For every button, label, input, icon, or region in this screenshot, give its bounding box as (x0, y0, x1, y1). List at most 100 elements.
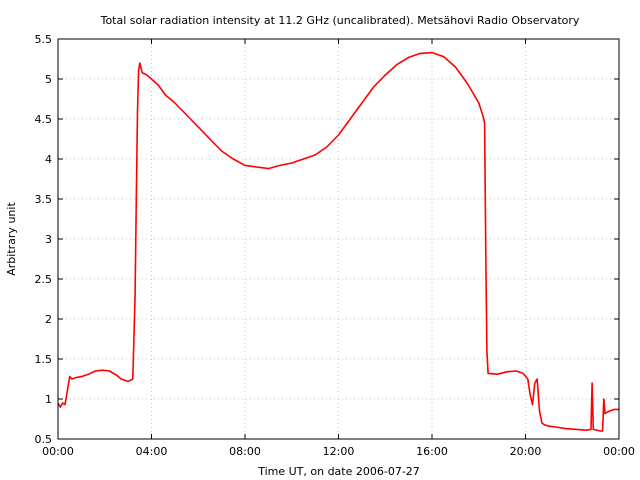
data-point (302, 158, 304, 160)
y-tick-label: 4 (45, 153, 52, 166)
data-point (101, 369, 103, 371)
data-point (482, 116, 484, 118)
data-point (602, 430, 604, 432)
data-point (599, 430, 601, 432)
y-tick-label: 4.5 (35, 113, 53, 126)
data-point (150, 78, 153, 80)
y-tick-label: 5.5 (35, 33, 53, 46)
data-point (244, 164, 246, 166)
y-tick-label: 0.5 (35, 433, 53, 446)
data-point (529, 394, 531, 396)
data-point (69, 376, 71, 378)
data-point (314, 154, 316, 156)
data-point (536, 378, 538, 380)
data-point (466, 82, 468, 84)
data-point (138, 70, 140, 72)
data-point (80, 376, 82, 378)
data-point (534, 382, 536, 384)
data-point (71, 378, 73, 380)
data-point (108, 370, 110, 372)
data-point (361, 102, 363, 104)
data-point (174, 102, 176, 104)
data-point (135, 198, 137, 200)
x-tick-label: 00:00 (603, 445, 635, 458)
data-point (59, 406, 61, 408)
data-point (396, 64, 398, 66)
data-point (541, 422, 543, 424)
x-tick-label: 08:00 (229, 445, 261, 458)
data-point (373, 86, 375, 88)
data-point (115, 374, 117, 376)
data-point (609, 410, 611, 412)
data-point (538, 410, 541, 412)
data-point (120, 378, 122, 380)
y-tick-label: 3 (45, 233, 52, 246)
data-point (515, 370, 517, 372)
x-tick-label: 12:00 (323, 445, 355, 458)
data-point (132, 378, 134, 380)
data-point (267, 168, 269, 170)
data-point (604, 412, 606, 414)
x-axis-label: Time UT, on date 2006-07-27 (257, 465, 420, 478)
data-point (157, 84, 160, 86)
data-point (603, 398, 605, 400)
data-point (146, 74, 148, 76)
data-point (349, 118, 351, 120)
data-point (256, 166, 258, 168)
data-point (197, 126, 199, 128)
data-point (585, 429, 587, 431)
data-point (232, 158, 234, 160)
data-point (431, 52, 433, 54)
data-point (590, 428, 592, 430)
data-point (136, 110, 139, 112)
data-point (522, 372, 524, 374)
data-point (543, 424, 545, 426)
y-tick-label: 1.5 (35, 353, 53, 366)
y-tick-label: 5 (45, 73, 52, 86)
y-axis-label: Arbitrary unit (5, 202, 18, 276)
data-point (496, 373, 498, 375)
data-point (94, 370, 96, 372)
data-point (576, 428, 578, 430)
grid (57, 38, 620, 440)
data-point (221, 150, 223, 152)
data-point (279, 164, 281, 166)
y-tick-label: 2.5 (35, 273, 53, 286)
data-point (486, 350, 488, 352)
data-point (564, 428, 566, 430)
series-layer (57, 51, 620, 432)
plot-frame (57, 38, 620, 440)
data-point (443, 56, 445, 58)
data-point (87, 373, 89, 375)
data-point (141, 72, 143, 74)
data-point (62, 402, 64, 404)
data-point (591, 382, 593, 384)
data-point (419, 52, 421, 55)
x-tick-label: 04:00 (136, 445, 168, 458)
data-point (337, 134, 340, 136)
data-point (291, 162, 293, 164)
data-point (484, 122, 486, 124)
data-point (326, 146, 328, 148)
data-point (548, 425, 550, 427)
y-tick-label: 1 (45, 393, 52, 406)
data-point (66, 390, 68, 392)
data-point (454, 66, 456, 68)
data-point (76, 376, 78, 378)
data-point (485, 254, 487, 256)
y-tick-label: 3.5 (35, 193, 53, 206)
data-point (527, 378, 529, 380)
y-tick-label: 2 (45, 313, 52, 326)
data-point (531, 404, 534, 406)
x-tick-label: 16:00 (416, 445, 448, 458)
chart-title: Total solar radiation intensity at 11.2 … (100, 14, 580, 27)
axis-ticks: 00:00 04:00 08:00 12:00 16:00 20:00 00:000.511… (35, 33, 635, 458)
data-point (209, 138, 211, 140)
x-tick-label: 00:00 (42, 445, 74, 458)
data-point (478, 102, 480, 104)
data-point (127, 380, 129, 382)
data-point (506, 371, 508, 373)
series-line (57, 51, 619, 432)
